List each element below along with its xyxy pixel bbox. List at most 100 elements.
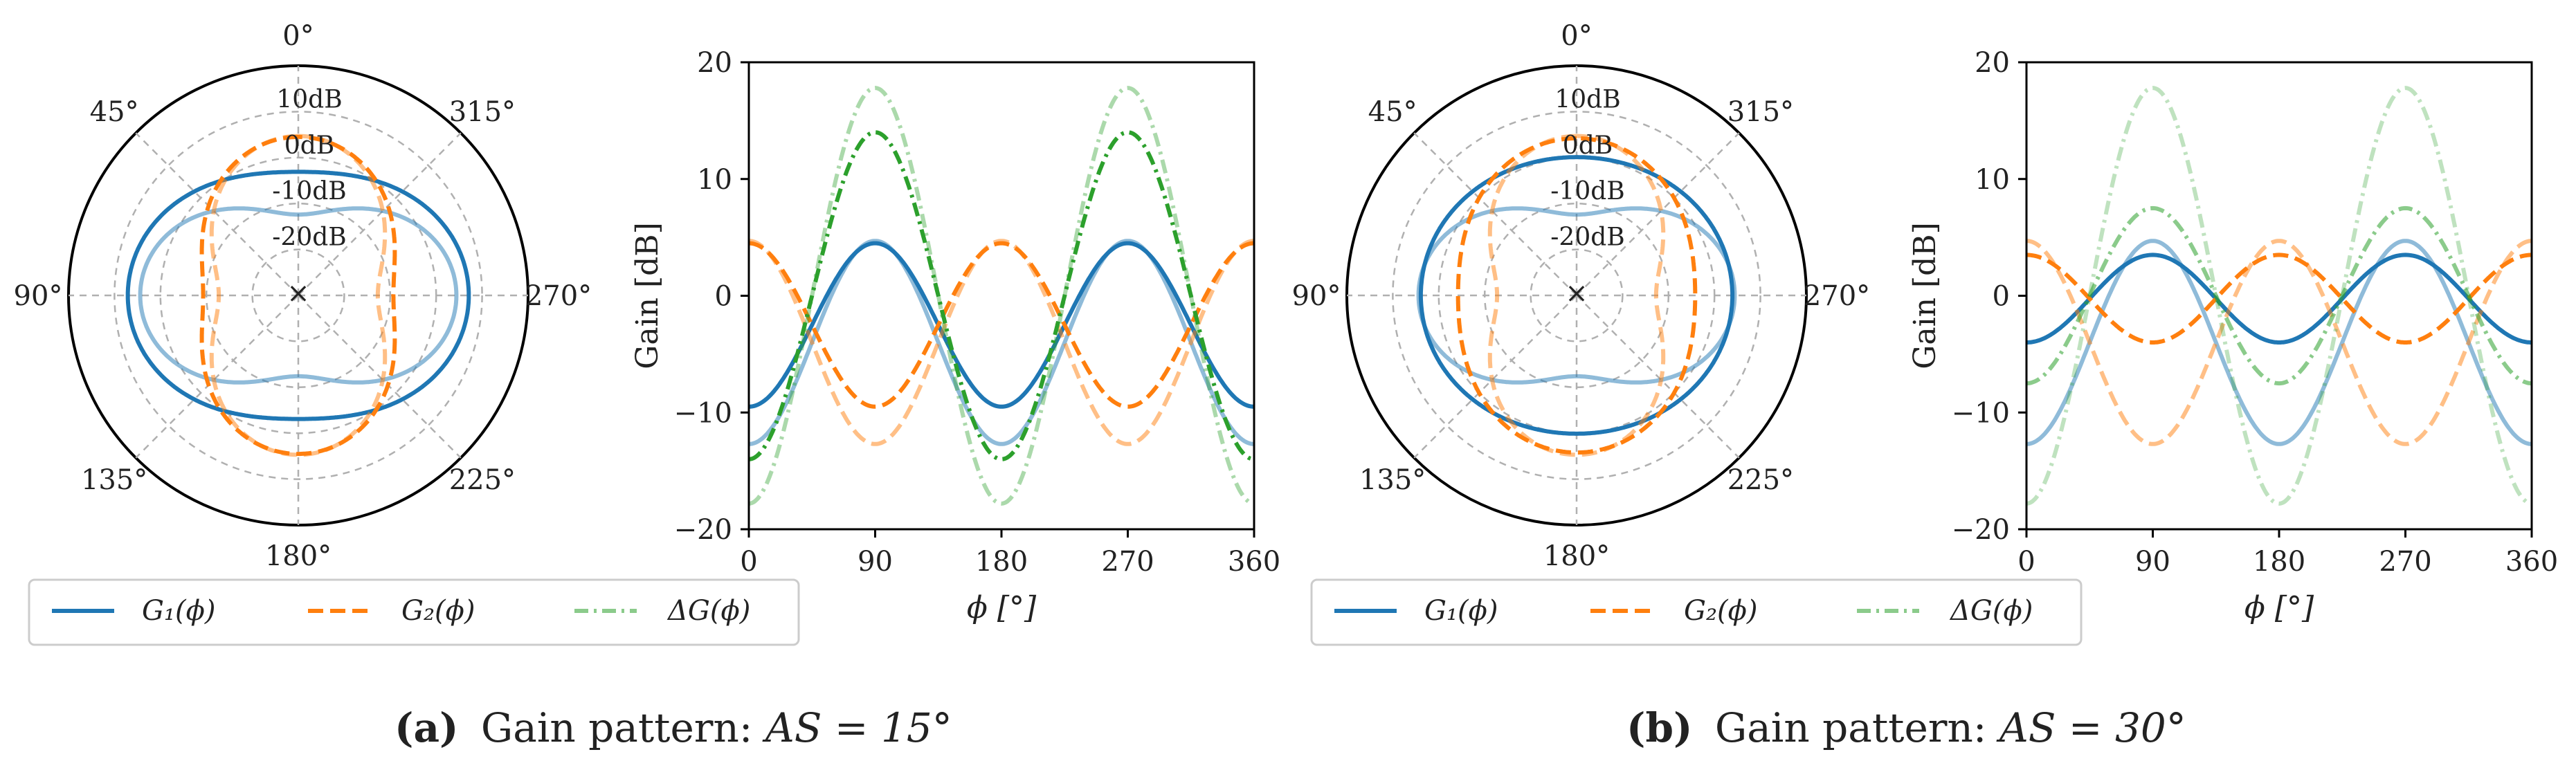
radial-tick-label: -20dB [1550,223,1624,252]
angle-tick-label: 315° [449,96,516,128]
line-plot-a: 0 90 180 270 360 20 10 0 −10 −20 ϕ [°] Gain [dB] [630,47,1280,625]
caption-b-text: Gain pattern: [1715,704,1999,751]
line-series-orange [749,239,1254,446]
line-series-green [2026,86,2532,506]
angle-tick-label: 90° [14,280,63,312]
legend-b: G₁(ϕ) G₂(ϕ) ΔG(ϕ) [1310,578,2083,646]
line-series-blue [2026,239,2532,446]
y-tick-label: −10 [1952,397,2010,429]
y-tick-label: −20 [674,514,732,546]
series-group [2026,86,2532,506]
line-series-green [2026,205,2532,386]
angular-gridline [1413,295,1577,459]
caption-a: (a) Gain pattern: AS = 15° [394,704,952,751]
x-tick-label: 180 [975,546,1028,578]
angular-gridline [1413,132,1577,296]
plot-frame [2025,61,2533,531]
polar-series-orange [199,134,397,457]
legend-frame [28,578,800,646]
legend-dg-label: ΔG(ϕ) [1949,595,2033,627]
series-group [749,86,1254,506]
angle-tick-label: 90° [1292,280,1341,312]
angular-gridline [1576,132,1740,296]
line-series-orange [749,241,1254,409]
legend-dg-label: ΔG(ϕ) [666,595,750,627]
angular-gridline [298,295,462,459]
caption-a-label: (a) [394,704,458,751]
caption-b-label: (b) [1626,704,1692,751]
polar-series-blue [138,206,459,385]
angular-gridline [298,132,462,296]
radial-tick-label: 0dB [284,131,334,160]
line-series-orange [2026,253,2532,345]
angle-tick-label: 135° [1359,464,1426,496]
line-series-blue [2026,253,2532,345]
angle-tick-label: 315° [1727,96,1794,128]
legend-g1-label: G₁(ϕ) [1424,595,1498,627]
legend-a: G₁(ϕ) G₂(ϕ) ΔG(ϕ) [28,578,800,646]
radial-tick-label: 10dB [1554,85,1620,113]
polar-series-blue [1416,206,1737,385]
angular-gridline [135,132,299,296]
x-tick-label: 180 [2253,546,2305,578]
polar-series-orange [1487,134,1666,457]
radial-gridline [1530,248,1624,342]
angle-tick-label: 45° [90,96,139,128]
polar-plot-a: × 10dB 0dB -10dB -20dB 0° 45° 90° 135° 180° 225° 27… [14,20,592,572]
radial-tick-label: 0dB [1563,131,1613,160]
line-series-blue [749,241,1254,409]
angle-tick-label: 0° [1561,20,1592,52]
caption-b-as: AS = 30° [1996,704,2186,751]
y-axis-label: Gain [dB] [630,222,665,369]
angle-tick-label: 135° [81,464,147,496]
x-tick-label: 360 [2505,546,2558,578]
polar-plot-b: × 10dB 0dB -10dB -20dB 0° 45° 90° 135° 180° 225° 27… [1292,20,1871,572]
line-series-green [749,130,1254,461]
radial-gridline [251,248,345,342]
x-tick-label: 0 [2017,546,2035,578]
line-series-green [749,86,1254,506]
angle-tick-label: 270° [1804,280,1870,312]
radial-gridline [114,111,483,480]
y-tick-label: 0 [715,281,732,313]
legend-g1-label: G₁(ϕ) [142,595,215,627]
caption-b: (b) Gain pattern: AS = 30° [1626,704,2186,751]
y-tick-label: 20 [1975,47,2010,79]
radial-tick-label: -20dB [272,223,346,252]
angle-tick-label: 0° [282,20,314,52]
caption-a-text: Gain pattern: [481,704,765,751]
x-tick-label: 270 [1101,546,1154,578]
y-axis-label: Gain [dB] [1907,222,1943,369]
legend-g2-label: G₂(ϕ) [1684,595,1757,627]
line-series-blue [749,239,1254,446]
angular-gridline [1576,295,1740,459]
angle-tick-label: 180° [265,540,332,572]
polar-center-marker: × [1565,277,1588,309]
radial-gridline [1392,111,1761,480]
angle-tick-label: 270° [525,280,592,312]
angle-tick-label: 45° [1368,96,1417,128]
angle-tick-label: 225° [449,464,516,496]
y-tick-label: −10 [674,397,732,429]
y-tick-label: 0 [1993,281,2010,313]
line-series-orange [2026,239,2532,446]
legend-g2-label: G₂(ϕ) [401,595,475,627]
legend-frame [1310,578,2083,646]
y-tick-label: 10 [697,164,732,196]
angular-gridline [135,295,299,459]
x-tick-label: 360 [1228,546,1280,578]
x-tick-label: 270 [2379,546,2431,578]
y-tick-label: 10 [1975,164,2010,196]
radial-tick-label: 10dB [276,85,342,113]
polar-series-blue [1418,155,1735,436]
polar-series-orange [1455,136,1698,455]
radial-tick-label: -10dB [1550,177,1624,205]
polar-series-blue [125,169,471,421]
x-axis-label: ϕ [°] [2244,590,2314,625]
x-tick-label: 0 [740,546,757,578]
x-tick-label: 90 [858,546,893,578]
polar-center-marker: × [287,277,310,309]
polar-series-orange [209,134,388,457]
x-tick-label: 90 [2135,546,2170,578]
